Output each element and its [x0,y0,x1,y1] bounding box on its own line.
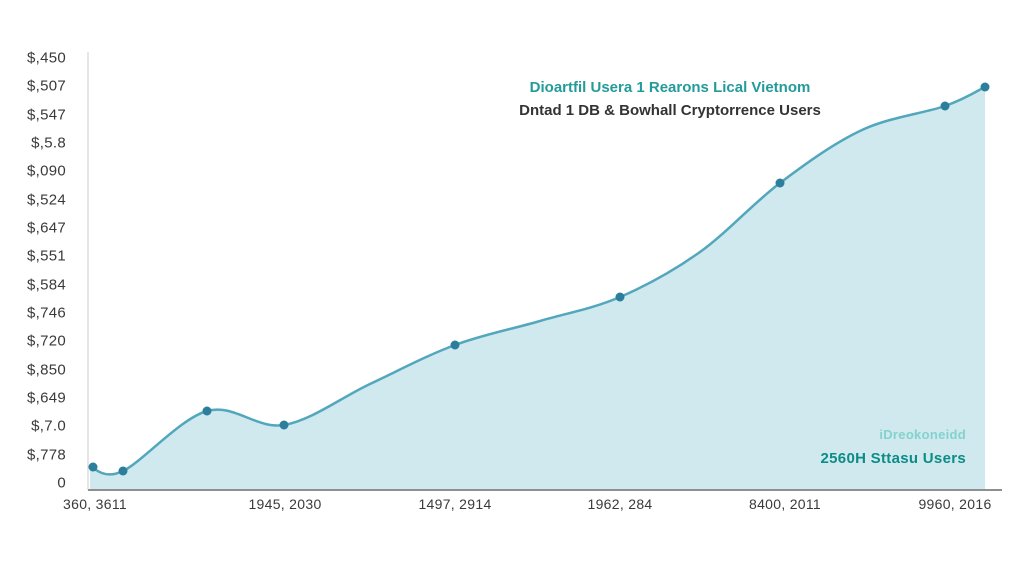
x-axis-tick-label: 1945, 2030 [248,496,322,512]
y-axis-tick-label: $,720 [26,332,66,350]
annotation-watermark: iDreokoneidd [879,427,966,442]
y-axis-tick-label: $,778 [26,446,66,464]
y-axis-tick-label: $,5.8 [31,134,66,152]
y-axis-tick-label: $,547 [26,106,66,124]
chart-title-line1: Dioartfil Usera 1 Rearons Lical Vietnom [529,79,811,96]
y-axis-tick-label: 0 [57,474,66,492]
data-point-marker [980,82,990,92]
y-axis-tick-label: $,7.0 [31,417,66,435]
area-fill [90,87,985,489]
chart-annotation: iDreokoneidd 2560H Sttasu Users [821,424,966,472]
x-axis-tick-label: 8400, 2011 [748,496,822,512]
y-axis-tick-label: $,850 [26,361,66,379]
x-axis-tick-label: 9960, 2016 [918,496,992,512]
data-point-marker [279,420,289,430]
y-axis-tick-label: $,507 [26,77,66,95]
x-axis-tick-label: 1962, 284 [587,496,653,512]
data-point-marker [775,178,785,188]
y-axis-tick-label: $,647 [26,219,66,237]
chart-title-line2: Dntad 1 DB & Bowhall Cryptorrence Users [519,102,821,120]
y-axis-tick-label: $,746 [26,304,66,322]
y-axis-tick-label: $,524 [26,191,66,209]
chart-title: Dioartfil Usera 1 Rearons Lical Vietnom … [480,76,860,123]
y-axis-tick-label: $,649 [26,389,66,407]
y-axis-tick-label: $,551 [26,247,66,265]
x-axis-tick-label: 1497, 2914 [418,496,492,512]
data-point-marker [118,466,128,476]
data-point-marker [615,292,625,302]
data-point-marker [450,340,460,350]
y-axis-tick-label: $,090 [26,162,66,180]
data-point-marker [940,101,950,111]
data-point-marker [202,406,212,416]
y-axis-tick-label: $,450 [26,49,66,67]
y-axis-tick-label: $,584 [26,276,66,294]
x-axis-tick-label: 360, 3611 [63,496,127,512]
annotation-caption: 2560H Sttasu Users [820,450,966,468]
data-point-marker [88,462,98,472]
